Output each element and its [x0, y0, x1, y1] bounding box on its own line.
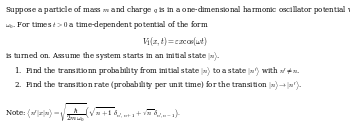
Text: Suppose a particle of mass $m$ and charge $q$ is in a one-dimensional harmonic o: Suppose a particle of mass $m$ and charg… [5, 4, 350, 16]
Text: $\omega_0$. For times $t > 0$ a time-dependent potential of the form: $\omega_0$. For times $t > 0$ a time-dep… [5, 19, 208, 31]
Text: $V_1(x,t) = \varepsilon x \cos(\omega t)$: $V_1(x,t) = \varepsilon x \cos(\omega t)… [142, 35, 208, 48]
Text: Note: $\langle n'|x|n\rangle = \sqrt{\dfrac{\hbar}{2m\omega_0}}\left(\sqrt{n+1}\: Note: $\langle n'|x|n\rangle = \sqrt{\df… [5, 102, 180, 125]
Text: 2.  Find the transition rate (probability per unit time) for the transition $|n\: 2. Find the transition rate (probability… [14, 79, 302, 92]
Text: 1.  Find the transitionn probability from initial state $|n\rangle$ to a state $: 1. Find the transitionn probability from… [14, 65, 301, 78]
Text: is turned on. Assume the system starts in an initial state $|n\rangle$.: is turned on. Assume the system starts i… [5, 50, 220, 63]
